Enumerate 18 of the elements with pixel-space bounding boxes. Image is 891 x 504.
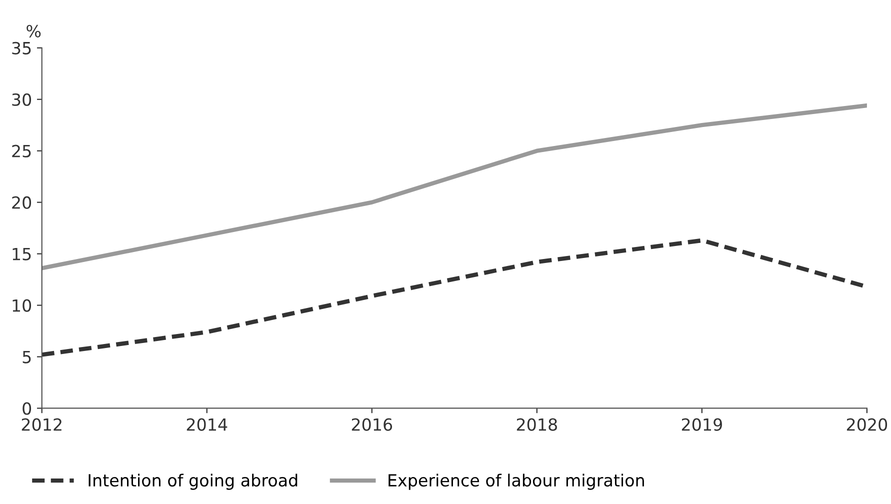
y-tick-label: 10	[12, 299, 32, 312]
y-tick-label: 20	[12, 196, 32, 209]
legend-label: Experience of labour migration	[388, 474, 644, 490]
y-tick-label: 25	[12, 144, 31, 158]
x-tick-label: 2012	[22, 418, 62, 431]
y-axis-title: %	[26, 24, 41, 38]
x-tick-label: 2019	[682, 418, 722, 431]
y-tick-label: 30	[12, 93, 32, 106]
x-tick-label: 2014	[186, 418, 228, 431]
line-series	[42, 103, 867, 270]
x-tick-label: 2020	[846, 418, 888, 431]
y-tick-label: 15	[12, 248, 31, 260]
y-tick-label: 5	[22, 350, 31, 364]
x-tick-label: 2016	[352, 418, 392, 431]
y-tick-label: 35	[12, 42, 31, 54]
legend-label: Intention of going abroad	[88, 474, 298, 490]
y-tick-label: 0	[22, 402, 32, 415]
x-tick-label: 2018	[516, 418, 557, 431]
